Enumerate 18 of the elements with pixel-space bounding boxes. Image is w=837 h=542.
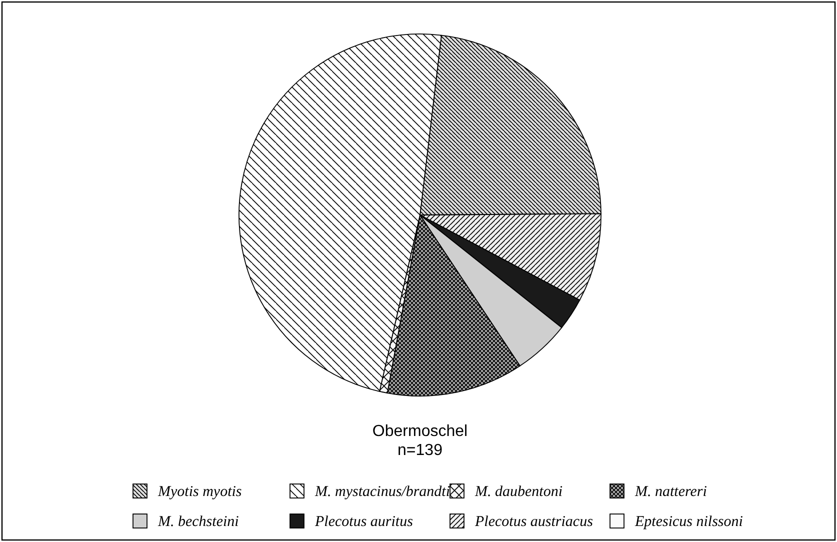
legend-entry: M. daubentoni	[450, 484, 562, 500]
legend-entry: M. nattereri	[610, 484, 707, 500]
legend-entry: Eptesicus nilssoni	[610, 514, 743, 530]
text: Obermoschel	[372, 423, 468, 440]
legend-entry: M. mystacinus/brandti	[290, 484, 450, 500]
legend-label: Plecotus auritus	[314, 514, 414, 530]
text: n=139	[398, 442, 443, 459]
legend-entry: Plecotus austriacus	[450, 514, 593, 530]
legend-label: M. nattereri	[634, 484, 707, 500]
legend-label: Myotis myotis	[157, 484, 242, 500]
legend-entry: Plecotus auritus	[290, 514, 413, 530]
legend-label: M. bechsteini	[157, 514, 239, 530]
legend-entry: Myotis myotis	[132, 484, 242, 500]
legend-entry: M. bechsteini	[132, 514, 239, 530]
legend-label: Plecotus austriacus	[474, 514, 594, 530]
legend-label: M. daubentoni	[474, 484, 562, 500]
legend-label: M. mystacinus/brandti	[314, 484, 450, 500]
legend-label: Eptesicus nilssoni	[634, 514, 743, 530]
